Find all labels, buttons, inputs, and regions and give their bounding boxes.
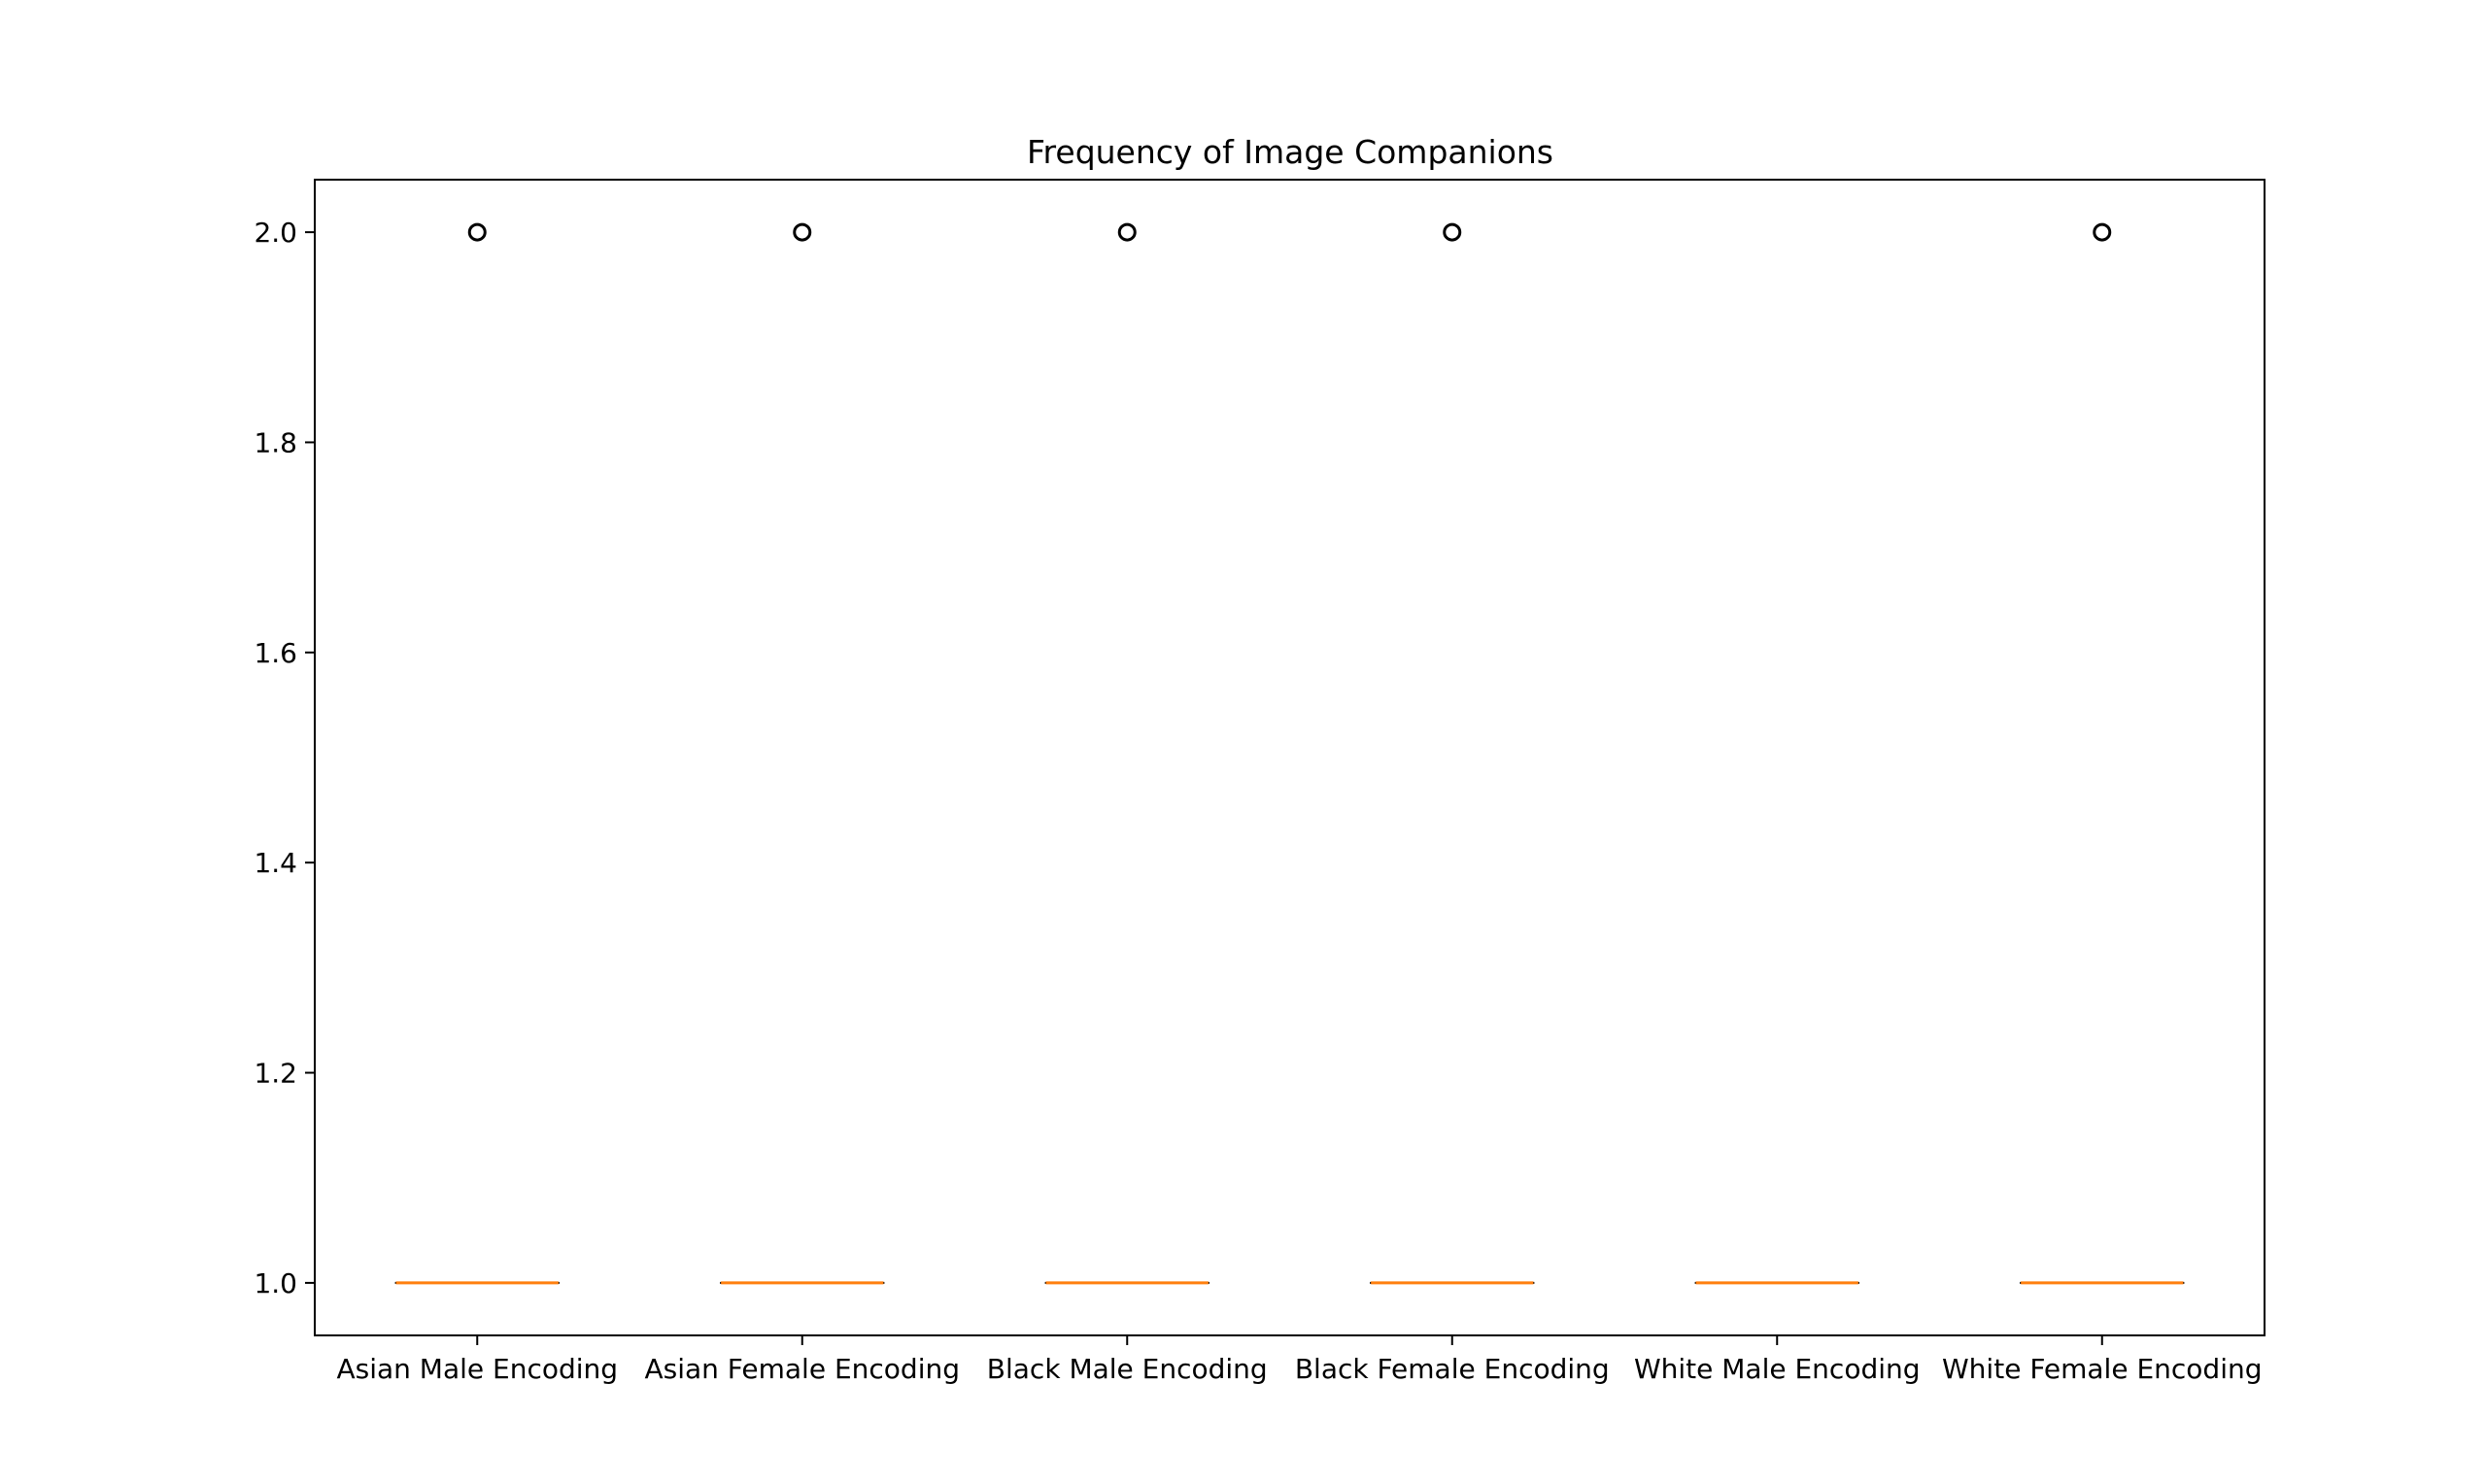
y-tick-label: 1.6 [254, 637, 297, 669]
outlier-point [2093, 222, 2112, 242]
x-tick-label: White Male Encoding [1634, 1353, 1921, 1385]
box-group [720, 222, 885, 1285]
y-tick-label: 1.4 [254, 847, 297, 879]
x-tick-label: White Female Encoding [1942, 1353, 2263, 1385]
y-tick-label: 2.0 [254, 217, 297, 249]
x-tick-label: Black Male Encoding [987, 1353, 1268, 1385]
x-tick-label: Black Female Encoding [1295, 1353, 1610, 1385]
box-group [394, 222, 560, 1285]
y-tick-label: 1.0 [254, 1267, 297, 1299]
box-group [1044, 222, 1209, 1285]
y-tick-label: 1.2 [254, 1058, 297, 1090]
y-tick-label: 1.8 [254, 426, 297, 458]
outlier-point [1117, 222, 1137, 242]
chart-title: Frequency of Image Companions [1027, 133, 1553, 171]
outlier-point [793, 222, 812, 242]
x-tick-label: Asian Male Encoding [336, 1353, 618, 1385]
axes-frame [314, 179, 2266, 1336]
outlier-point [467, 222, 487, 242]
box-group [2020, 222, 2185, 1285]
box-group [1370, 222, 1535, 1285]
outlier-point [1443, 222, 1462, 242]
x-tick-label: Asian Female Encoding [644, 1353, 960, 1385]
plot-area: 1.0 1.2 1.4 1.6 1.8 2.0 Asian Male Encoding Asi… [254, 217, 2262, 1385]
